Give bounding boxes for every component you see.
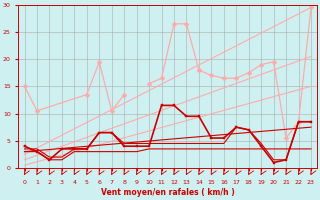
X-axis label: Vent moyen/en rafales ( km/h ): Vent moyen/en rafales ( km/h ) (101, 188, 235, 197)
